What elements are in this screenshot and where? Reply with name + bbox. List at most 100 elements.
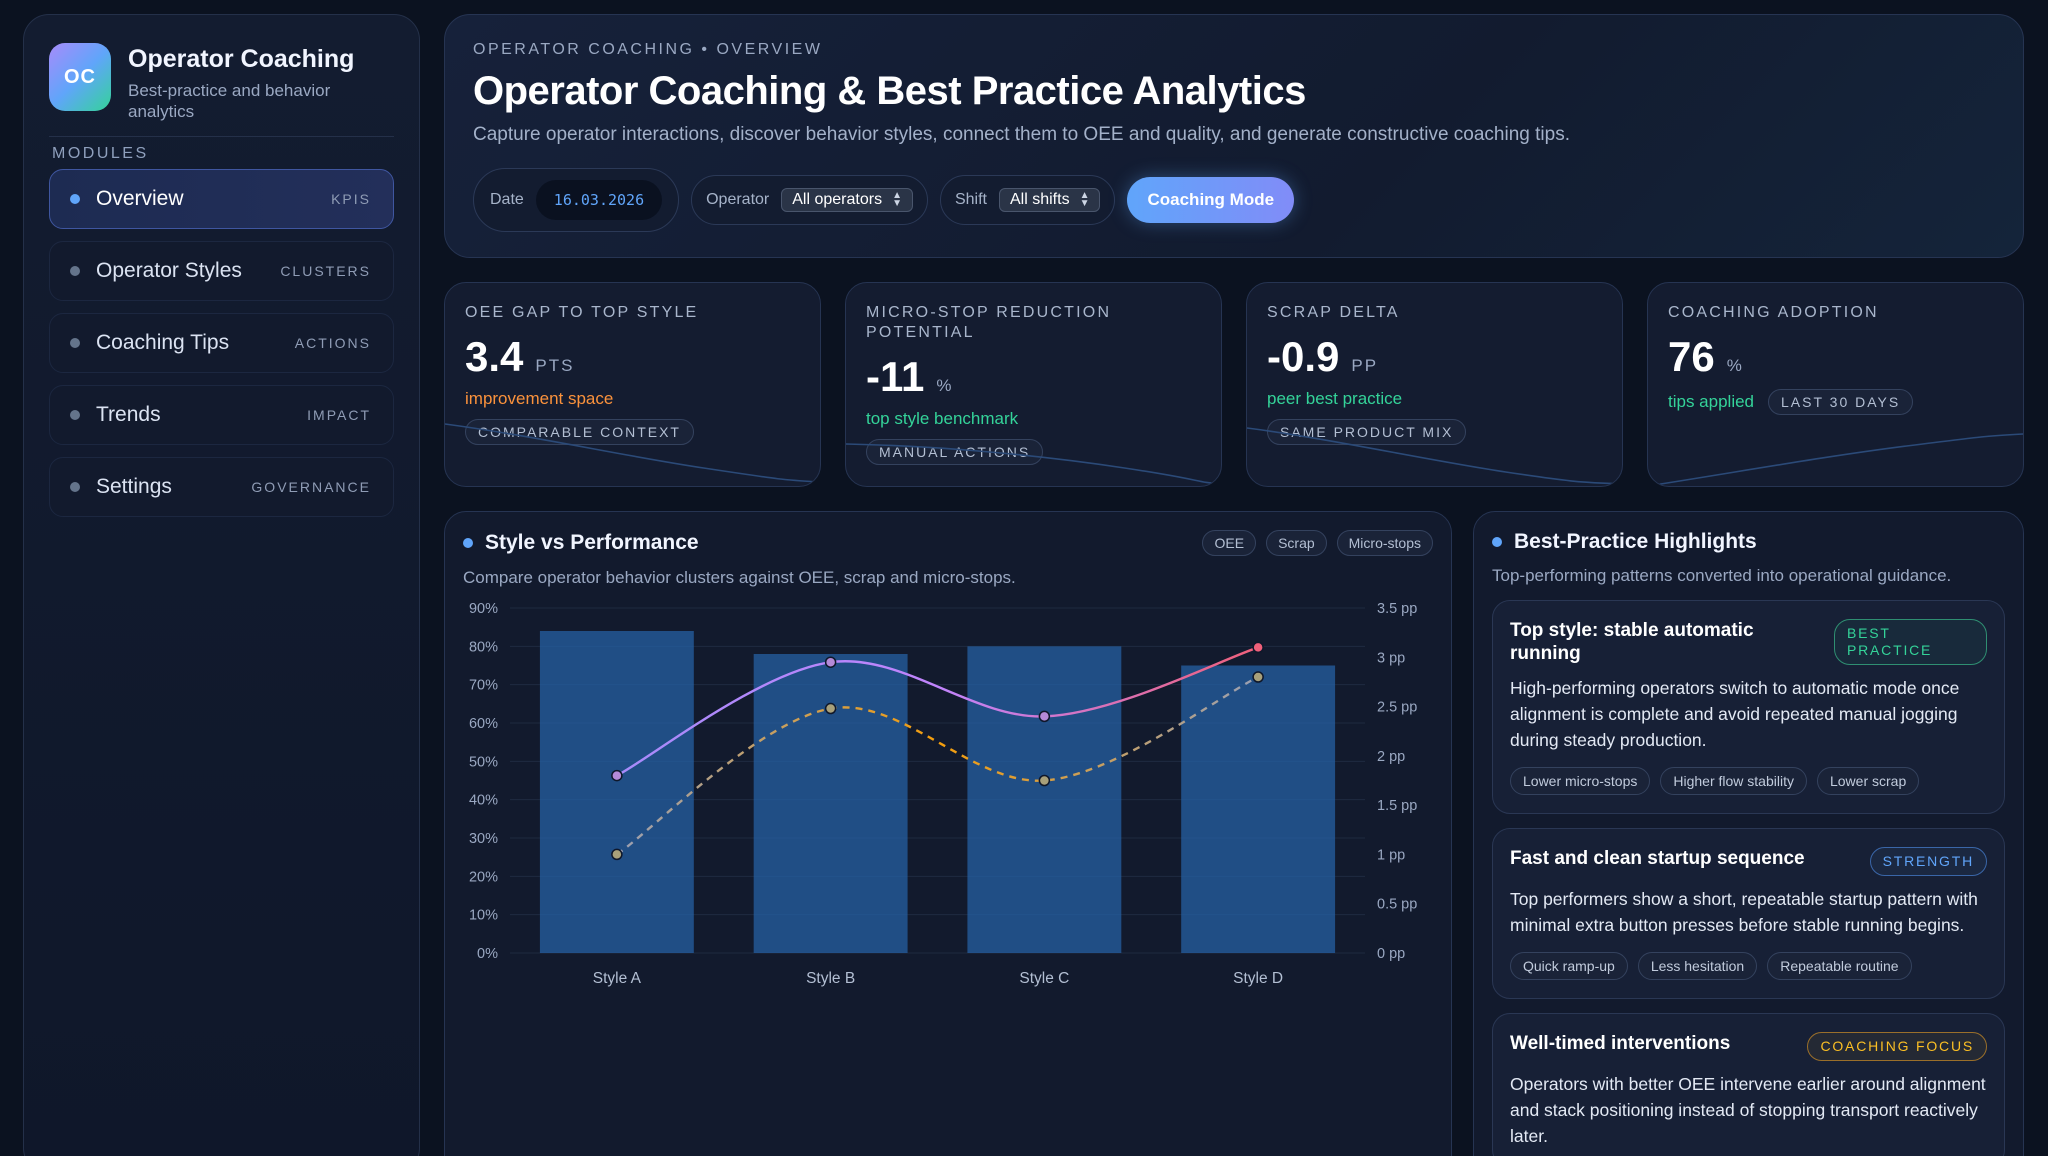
sparkline xyxy=(846,443,1221,485)
kpi-unit: PTS xyxy=(535,356,575,375)
updown-arrows-icon: ▲ ▼ xyxy=(892,190,902,209)
y-left-tick-label: 10% xyxy=(469,908,498,924)
kpi-value: 76 xyxy=(1668,333,1715,380)
bar-style-d xyxy=(1181,665,1336,953)
dot-icon xyxy=(70,266,80,276)
kpi-chip: COMPARABLE CONTEXT xyxy=(465,419,694,445)
highlight-tag: Quick ramp-up xyxy=(1510,952,1628,980)
brand: OC Operator Coaching Best-practice and b… xyxy=(49,43,394,137)
y-left-tick-label: 70% xyxy=(469,678,498,694)
y-left-tick-label: 50% xyxy=(469,754,498,770)
page-title: Operator Coaching & Best Practice Analyt… xyxy=(473,69,1306,113)
highlight-tag: Lower scrap xyxy=(1816,767,1920,795)
highlight-body: High-performing operators switch to auto… xyxy=(1510,678,1960,750)
status-badge: STRENGTH xyxy=(1869,847,1987,876)
kpi-note: peer best practice xyxy=(1267,389,1403,408)
y-left-tick-label: 30% xyxy=(469,831,498,847)
panel-subtitle: Top-performing patterns converted into o… xyxy=(1492,566,1952,585)
sidebar-item-tag: ACTIONS xyxy=(294,335,371,351)
panel-subtitle: Compare operator behavior clusters again… xyxy=(463,568,1016,587)
sidebar-item-overview[interactable]: Overview KPIS xyxy=(49,169,394,229)
sparkline xyxy=(445,423,820,483)
y-right-tick-label: 1 pp xyxy=(1377,847,1405,863)
y-left-tick-label: 90% xyxy=(469,601,498,617)
dot-icon xyxy=(1492,537,1502,547)
sidebar-item-trends[interactable]: Trends IMPACT xyxy=(49,385,394,445)
y-left-tick-label: 20% xyxy=(469,869,498,885)
legend-chip-oee[interactable]: OEE xyxy=(1202,530,1257,556)
sidebar-item-tag: CLUSTERS xyxy=(280,263,371,279)
series-line-scrap xyxy=(616,675,1259,856)
sidebar-item-tag: KPIS xyxy=(331,191,371,207)
highlight-title: Top style: stable automatic running xyxy=(1510,620,1754,664)
shift-filter: Shift All shifts ▲ ▼ xyxy=(939,175,1116,225)
operator-select[interactable]: All operators ▲ ▼ xyxy=(781,188,913,212)
updown-arrows-icon: ▲ ▼ xyxy=(1079,190,1090,209)
shift-select[interactable]: All shifts ▲ ▼ xyxy=(999,188,1101,212)
legend-chip-micro-stops[interactable]: Micro-stops xyxy=(1336,530,1433,556)
sidebar-item-tag: IMPACT xyxy=(307,407,371,423)
point-micro-stops xyxy=(611,769,623,782)
kpi-value: 3.4 xyxy=(465,333,524,380)
y-right-tick-label: 2 pp xyxy=(1377,749,1405,765)
dot-icon xyxy=(70,338,80,348)
page-header: OPERATOR COACHING • OVERVIEW Operator Co… xyxy=(444,14,2024,258)
modules-label: MODULES xyxy=(52,145,149,162)
highlight-tag: Repeatable routine xyxy=(1767,952,1912,980)
point-scrap xyxy=(611,848,623,861)
dot-icon xyxy=(463,538,473,548)
kpi-unit: % xyxy=(936,376,954,395)
kpi-label: OEE GAP TO TOP STYLE xyxy=(465,304,699,321)
x-tick-label: Style A xyxy=(593,970,642,987)
breadcrumb: OPERATOR COACHING • OVERVIEW xyxy=(473,41,823,58)
point-micro-stops xyxy=(824,656,837,668)
kpi-label: MICRO-STOP REDUCTION POTENTIAL xyxy=(866,304,1112,341)
kpi-card-scrap-delta: SCRAP DELTA -0.9 PP peer best practice S… xyxy=(1246,282,1623,487)
kpi-chip: LAST 30 DAYS xyxy=(1768,389,1914,415)
sparkline xyxy=(1247,427,1622,485)
kpi-card-micro-stop: MICRO-STOP REDUCTION POTENTIAL -11 % top… xyxy=(845,282,1222,487)
shift-label: Shift xyxy=(954,191,987,208)
y-right-tick-label: 0 pp xyxy=(1377,946,1405,962)
highlight-body: Operators with better OEE intervene earl… xyxy=(1510,1074,1986,1146)
y-left-tick-label: 40% xyxy=(469,793,498,809)
style-performance-chart: 0% 10% 20% 30% 40% 50% 60% 70% 80% 90% 0 pp 0.5 pp 1… xyxy=(469,601,1417,987)
highlight-tag: Lower micro-stops xyxy=(1510,767,1651,795)
point-scrap xyxy=(1038,774,1051,787)
filter-bar: Date 16.03.2026 Operator All operators ▲… xyxy=(473,168,1995,232)
kpi-card-coaching-adoption: COACHING ADOPTION 76 % tips applied LAST… xyxy=(1647,282,2024,487)
kpi-value: -0.9 xyxy=(1267,333,1340,380)
best-practice-highlights-panel: Best-Practice Highlights Top-performing … xyxy=(1473,511,2024,1156)
bar-style-c xyxy=(967,646,1122,953)
y-left-tick-label: 80% xyxy=(469,639,498,655)
kpi-note: top style benchmark xyxy=(866,409,1019,428)
sidebar-item-coaching-tips[interactable]: Coaching Tips ACTIONS xyxy=(49,313,394,373)
y-right-tick-label: 0.5 pp xyxy=(1377,897,1417,913)
y-right-tick-label: 3 pp xyxy=(1377,650,1405,666)
sidebar-item-label: Overview xyxy=(96,187,184,210)
highlight-tag: Higher flow stability xyxy=(1660,767,1807,795)
kpi-label: SCRAP DELTA xyxy=(1267,304,1400,321)
highlight-card[interactable]: Well-timed interventions COACHING FOCUS … xyxy=(1492,1013,2005,1156)
kpi-chip: MANUAL ACTIONS xyxy=(866,439,1044,465)
app-subtitle: Best-practice and behavior analytics xyxy=(128,81,331,121)
y-right-tick-label: 2.5 pp xyxy=(1377,700,1417,716)
sidebar-item-operator-styles[interactable]: Operator Styles CLUSTERS xyxy=(49,241,394,301)
highlight-title: Fast and clean startup sequence xyxy=(1510,848,1805,869)
point-scrap xyxy=(1252,671,1264,683)
kpi-note: improvement space xyxy=(465,389,614,408)
highlight-card[interactable]: Top style: stable automatic running BEST… xyxy=(1492,600,2005,814)
y-right-tick-label: 1.5 pp xyxy=(1377,798,1417,814)
page-subtitle: Capture operator interactions, discover … xyxy=(473,124,1570,145)
x-tick-label: Style C xyxy=(1019,970,1069,987)
coaching-mode-button[interactable]: Coaching Mode xyxy=(1127,177,1295,223)
y-left-tick-label: 60% xyxy=(469,716,498,732)
legend-chip-scrap[interactable]: Scrap xyxy=(1266,530,1327,556)
app-title: Operator Coaching xyxy=(128,45,355,73)
date-input[interactable]: 16.03.2026 xyxy=(535,180,663,220)
sidebar-item-settings[interactable]: Settings GOVERNANCE xyxy=(49,457,394,517)
y-right-tick-label: 3.5 pp xyxy=(1377,601,1417,617)
point-micro-stops xyxy=(1038,710,1051,723)
bar-style-a xyxy=(539,631,694,953)
highlight-card[interactable]: Fast and clean startup sequence STRENGTH… xyxy=(1492,828,2005,999)
